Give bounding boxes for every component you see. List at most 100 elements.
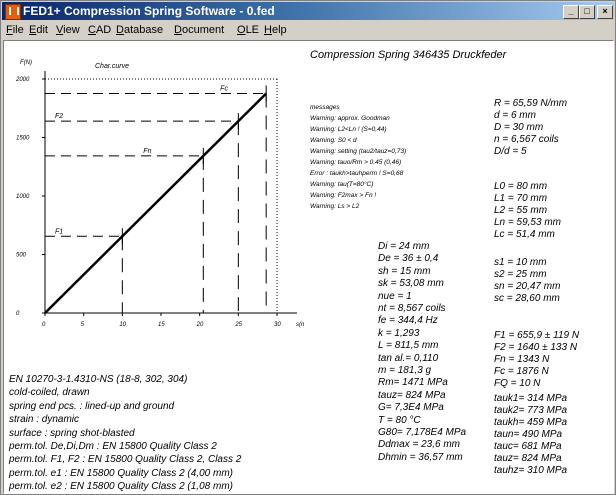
x-tick-label: 25 <box>234 322 242 328</box>
param-line: D/d = 5 <box>494 146 527 157</box>
param-line: taukh= 459 MPa <box>494 417 568 428</box>
param-line: Fn = 1343 N <box>494 354 550 365</box>
info-line: spring end pcs. : lined-up and ground <box>9 400 175 412</box>
info-line: cold-coiled, drawn <box>9 387 90 399</box>
y-tick-label: 500 <box>16 253 27 259</box>
characteristic-chart: F(N) s(mm) Char.curve 0 5 10 15 20 25 30 0 500 1000 1… <box>15 60 304 328</box>
param-line: nt = 8,567 coils <box>378 303 446 314</box>
document-area[interactable]: F(N) s(mm) Char.curve 0 5 10 15 20 25 30 0 500 1000 1… <box>3 40 614 494</box>
messages-header: messages <box>310 104 340 111</box>
menu-ole[interactable]: OLE <box>237 24 260 36</box>
info-line: perm.tol. e2 : EN 15800 Quality Class 2 … <box>9 481 233 493</box>
param-line: Ddmax = 23,6 mm <box>378 439 460 451</box>
param-line: G= 7,3E4 MPa <box>378 402 444 414</box>
param-line: sk = 53,08 mm <box>378 278 444 290</box>
param-line: F1 = 655,9 ± 119 N <box>494 330 580 341</box>
param-line: tauk2= 773 MPa <box>494 405 568 416</box>
menu-edit[interactable]: Edit <box>29 24 48 36</box>
param-line: Fc = 1876 N <box>494 366 549 377</box>
x-tick-label: 30 <box>274 322 281 328</box>
app-icon[interactable] <box>5 4 21 20</box>
x-axis-label: s(mm) <box>296 322 304 328</box>
param-line: D = 30 mm <box>494 122 544 133</box>
info-line: perm.tol. e1 : EN 15800 Quality Class 2 … <box>9 467 233 479</box>
menu-help[interactable]: Help <box>264 24 287 36</box>
param-line: taun= 490 MPa <box>494 429 563 440</box>
param-line: sn = 20,47 mm <box>494 281 561 292</box>
characteristic-line <box>44 92 268 314</box>
param-line: k = 1,293 <box>378 327 420 339</box>
close-button[interactable]: × <box>597 5 613 19</box>
marker-label: F2 <box>55 113 63 120</box>
param-line: n = 6,567 coils <box>494 134 559 145</box>
param-line: De = 36 ± 0,4 <box>378 253 439 265</box>
param-line: d = 6 mm <box>494 110 536 121</box>
x-tick-label: 20 <box>196 322 204 328</box>
param-line: L1 = 70 mm <box>494 193 548 204</box>
param-line: R = 65,59 N/mm <box>494 98 568 109</box>
document-title: Compression Spring 346435 Druckfeder <box>310 49 507 61</box>
param-line: tauz= 824 MPa <box>378 389 446 401</box>
param-line: nue = 1 <box>378 290 412 302</box>
info-line: perm.tol. F1, F2 : EN 15800 Quality Clas… <box>9 454 242 466</box>
x-tick-label: 15 <box>158 322 165 328</box>
menu-bar: File Edit View CAD Database Document OLE… <box>2 21 614 39</box>
param-line: m = 181,3 g <box>378 365 432 376</box>
param-line: F2 = 1640 ± 133 N <box>494 342 578 353</box>
param-line: tan al.= 0,110 <box>378 352 439 364</box>
marker-label: Fc <box>220 86 228 93</box>
message-line: Warning: F2max > Fn ! <box>310 192 377 199</box>
marker-label: Fn <box>143 148 151 155</box>
message-line: Warning: L2<Ln ! (S=0,44) <box>310 126 387 133</box>
param-line: fe = 344,4 Hz <box>378 315 438 327</box>
param-line: T = 80 °C <box>378 414 421 426</box>
menu-document[interactable]: Document <box>174 24 225 36</box>
param-line: Ln = 59,53 mm <box>494 217 561 228</box>
x-tick-label: 0 <box>42 322 46 328</box>
message-line: Warning: approx. Goodman <box>310 115 390 122</box>
info-line: perm.tol. De,Di,Dm : EN 15800 Quality Cl… <box>9 441 217 452</box>
menu-file[interactable]: File <box>6 24 24 36</box>
param-line: FQ = 10 N <box>494 378 541 389</box>
info-line: EN 10270-3-1.4310-NS (18-8, 302, 304) <box>9 374 188 385</box>
y-axis-label: F(N) <box>20 60 32 66</box>
message-line: Warning: tauo/Rm > 0.45 (0,46) <box>310 159 402 166</box>
window-title: FED1+ Compression Spring Software - 0.fe… <box>23 4 275 18</box>
marker-label: F1 <box>55 228 63 235</box>
param-line: tauz= 824 MPa <box>494 453 562 464</box>
param-line: G80= 7,178E4 MPa <box>378 427 467 438</box>
y-tick-label: 1500 <box>16 136 30 142</box>
param-line: tauk1= 314 MPa <box>494 393 568 404</box>
message-line: Warning: Ls > L2 <box>310 203 360 210</box>
param-line: s1 = 10 mm <box>494 257 547 268</box>
param-line: Dhmin = 36,57 mm <box>378 451 463 463</box>
chart-title: Char.curve <box>95 63 129 70</box>
param-line: L0 = 80 mm <box>494 181 548 192</box>
menu-view[interactable]: View <box>56 24 80 36</box>
param-line: sh = 15 mm <box>378 265 431 277</box>
message-line: Warning: S0 < d <box>310 137 357 144</box>
param-line: L = 811,5 mm <box>378 340 439 352</box>
menu-database[interactable]: Database <box>116 24 164 36</box>
maximize-button[interactable]: □ <box>579 5 595 19</box>
y-tick-label: 2000 <box>15 77 30 83</box>
param-line: tauhz= 310 MPa <box>494 465 568 476</box>
info-line: strain : dynamic <box>9 414 80 426</box>
param-line: Lc = 51,4 mm <box>494 229 555 240</box>
y-tick-label: 1000 <box>16 194 30 200</box>
minimize-button[interactable]: _ <box>563 5 579 19</box>
x-tick-label: 10 <box>119 322 126 328</box>
param-line: sc = 28,60 mm <box>494 293 560 304</box>
message-line: Error : taukh>tauhperm ! S=0,68 <box>310 170 404 177</box>
param-line: s2 = 25 mm <box>494 269 547 280</box>
param-line: tauc= 681 MPa <box>494 441 562 452</box>
param-line: Rm= 1471 MPa <box>378 377 448 389</box>
title-bar[interactable]: FED1+ Compression Spring Software - 0.fe… <box>2 2 614 20</box>
message-line: Warning: setting (tau2/tauz=0,73) <box>310 148 407 155</box>
x-tick-label: 5 <box>81 322 85 328</box>
menu-cad[interactable]: CAD <box>88 24 112 36</box>
message-line: Warning: tau(T=80°C) <box>310 181 374 188</box>
y-tick-label: 0 <box>16 311 20 317</box>
param-line: Di = 24 mm <box>378 241 430 252</box>
